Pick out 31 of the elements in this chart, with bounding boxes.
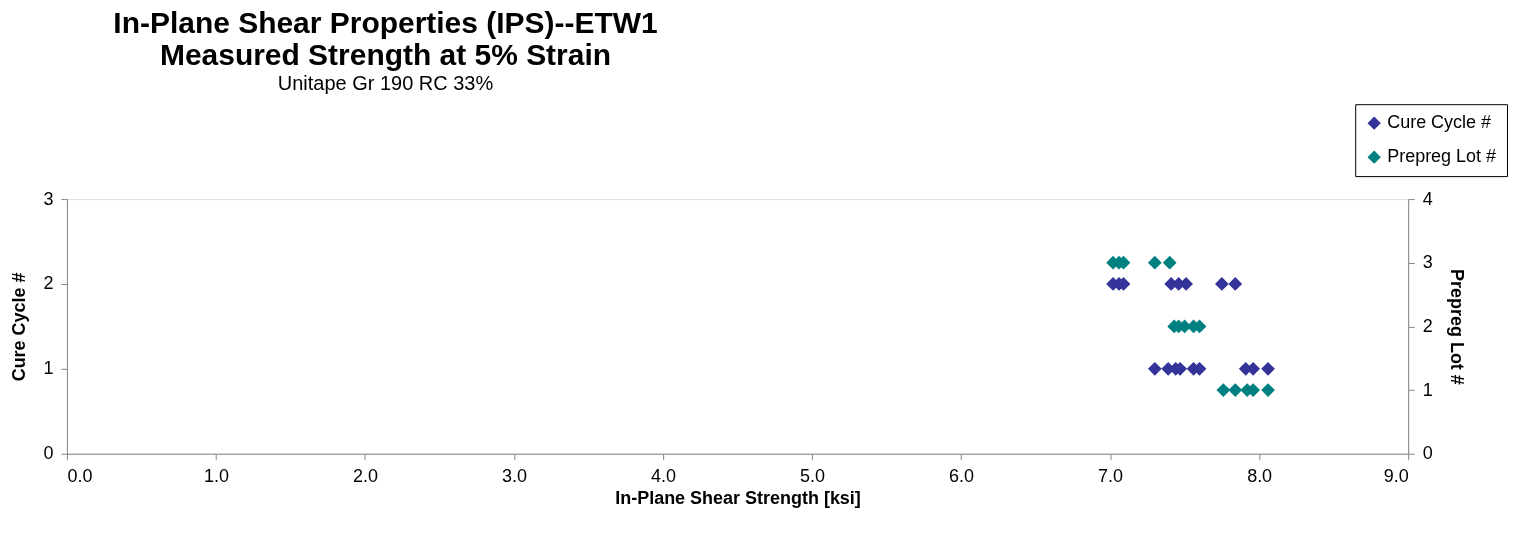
text: In-Plane Shear Properties (IPS)--ETW1 (113, 5, 658, 39)
x-tick-label: 1.0 (203, 466, 229, 487)
x-tick-label: 9.0 (1383, 466, 1409, 487)
y2-tick-label: 2 (1422, 315, 1433, 336)
y-tick-label: 3 (43, 188, 54, 209)
legend-label: Prepreg Lot # (1387, 146, 1497, 167)
y2-axis-title: Prepreg Lot # (1446, 268, 1467, 385)
y2-tick-label: 3 (1422, 252, 1433, 273)
x-tick-label: 6.0 (949, 466, 975, 487)
x-axis-title: In-Plane Shear Strength [ksi] (615, 488, 861, 509)
point (1216, 383, 1231, 397)
chart-subtitle: Unitape Gr 190 RC 33% (277, 71, 494, 94)
y2-tick-label: 1 (1422, 379, 1433, 400)
x-tick-label: 4.0 (651, 466, 677, 487)
y-tick-label: 2 (43, 273, 54, 294)
point (1261, 383, 1275, 397)
y-axis-title: Cure Cycle # (9, 272, 30, 382)
y-tick-label: 0 (43, 443, 54, 464)
point (1162, 255, 1177, 270)
point (1228, 383, 1243, 397)
x-tick-label: 5.0 (800, 466, 826, 487)
x-tick-label: 2.0 (352, 466, 378, 487)
y2-tick-label: 0 (1422, 443, 1433, 464)
x-tick-label: 3.0 (502, 466, 527, 487)
x-tick-label: 0.0 (67, 466, 93, 487)
y2-tick-label: 4 (1422, 188, 1433, 209)
point (1147, 255, 1162, 270)
legend-label: Cure Cycle # (1387, 112, 1492, 133)
y-tick-label: 1 (43, 358, 54, 379)
x-tick-label: 8.0 (1247, 466, 1273, 487)
x-tick-label: 7.0 (1098, 466, 1124, 487)
